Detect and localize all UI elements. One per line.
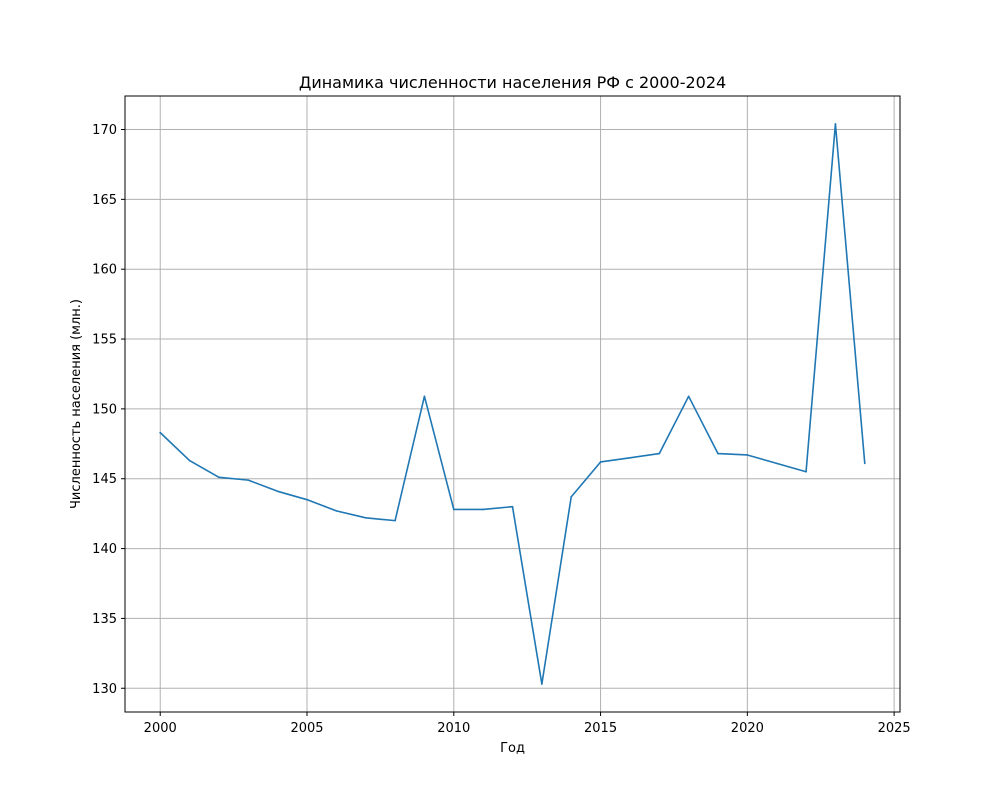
data-point [541,683,543,685]
data-point [482,508,484,511]
y-tick-label: 170 [92,123,117,138]
y-tick-label: 145 [92,472,117,487]
y-tick-label: 155 [92,333,117,348]
x-tick-label: 2025 [878,721,911,736]
data-point [394,519,396,522]
y-axis-ticks: 130 135 140 145 150 155 160 165 170 [92,123,125,697]
data-point [658,452,661,455]
data-point [511,505,514,508]
data-point [247,479,250,481]
x-tick-label: 2015 [584,721,617,736]
y-tick-label: 150 [92,402,117,417]
y-axis-label: Численность населения (млн.) [69,299,84,509]
data-point [452,508,455,511]
data-point [306,498,308,501]
data-point [834,123,837,125]
x-tick-label: 2010 [437,721,470,736]
x-tick-label: 2000 [144,721,177,736]
y-tick-label: 160 [92,263,117,278]
data-point [276,490,279,493]
chart-title: Динамика численности населения РФ с 2000… [299,73,726,92]
x-axis-ticks: 2000 2005 2010 2015 2020 2025 [144,712,911,736]
x-axis-label: Год [500,741,525,756]
y-tick-label: 130 [92,682,117,697]
grid-lines [125,96,900,712]
data-point [364,517,367,519]
data-point [159,431,162,434]
data-point [335,510,338,512]
x-tick-label: 2020 [731,721,764,736]
series-layer [159,123,866,685]
x-tick-label: 2005 [290,721,323,736]
data-point [775,462,778,465]
data-point [188,459,191,462]
data-point [717,452,719,455]
data-point [687,395,690,398]
data-point [805,470,807,473]
y-tick-label: 140 [92,542,117,557]
data-point [863,462,866,465]
y-tick-label: 165 [92,193,117,208]
plot-frame [124,95,901,713]
data-point [629,456,631,459]
data-point [599,461,602,463]
y-tick-label: 135 [92,612,117,627]
data-point [218,476,220,479]
data-point [570,496,573,498]
data-point [746,454,749,456]
data-point [423,395,426,398]
